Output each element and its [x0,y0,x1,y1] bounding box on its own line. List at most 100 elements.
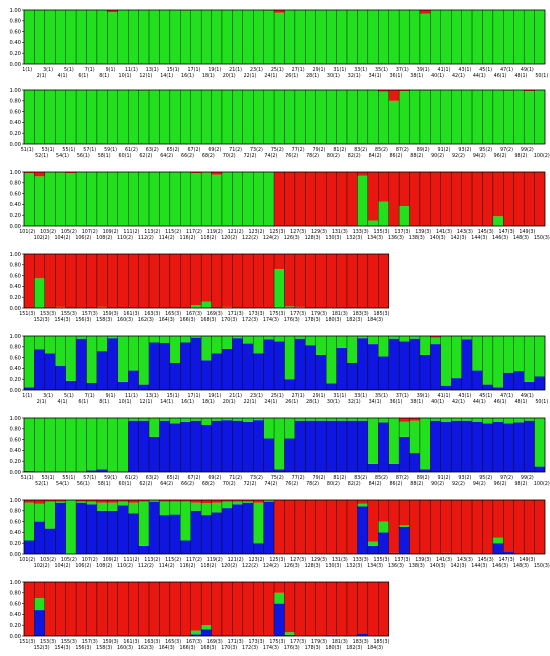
bar-segment [65,90,77,144]
x-tick-label: 47(1) [500,393,513,399]
x-tick-label: 62(2) [139,153,152,159]
y-tick-label: 1.00 [9,88,21,94]
bar-segment [201,360,212,390]
bar-segment [274,269,285,308]
panel-frame [23,171,546,227]
x-tick-label: 133(3) [353,557,369,563]
bar-segment [336,90,348,144]
bar-segment [76,582,87,636]
bar-segment [305,90,316,144]
bar-segment [336,254,348,308]
x-tick-label: 20(1) [223,73,236,79]
x-tick-label: 126(3) [284,563,300,569]
bar-segment [180,90,191,144]
bar-segment [253,336,264,354]
bar-segment [159,500,170,502]
y-tick-label: 0.40 [9,284,21,290]
x-tick-label: 50(1) [535,399,548,405]
bar-segment [472,10,483,64]
bar-segment [388,552,400,554]
x-tick-label: 150(3) [534,235,550,241]
bar-segment [34,254,45,279]
bar-segment [399,436,410,472]
bar-segment [399,341,410,390]
x-tick-label: 92(2) [452,481,465,487]
bar-segment [96,10,108,64]
bar-segment [482,90,493,144]
x-tick-label: 128(3) [305,235,321,241]
x-tick-label: 183(3) [353,639,369,645]
x-tick-label: 184(3) [367,645,383,651]
y-tick-label: 0.40 [9,40,21,46]
bar-segment [24,418,35,471]
bar-segment [524,418,535,421]
bar-segment [461,339,473,390]
bar-segment [180,10,191,64]
x-tick-label: 57(1) [83,475,96,481]
x-tick-label: 99(2) [521,147,534,153]
x-tick-label: 24(1) [264,399,277,405]
x-tick-label: 20(1) [223,399,236,405]
x-tick-label: 107(2) [82,557,98,563]
x-tick-label: 135(3) [374,557,390,563]
bar-segment [357,90,368,144]
x-tick-label: 57(1) [83,147,96,153]
bar-segment [180,336,191,343]
panel-4: 0.00 0.20 0.40 0.60 0.80 1.00 151(3)152(3)153(… [9,252,389,323]
bar-segment [211,336,222,354]
x-tick-label: 132(3) [346,235,362,241]
bar-segment [378,582,389,636]
x-tick-label: 37(1) [396,67,409,73]
x-tick-label: 86(2) [389,481,402,487]
x-tick-label: 124(2) [263,563,279,569]
bar-segment [294,90,306,144]
x-tick-label: 118(2) [200,235,216,241]
x-tick-label: 152(3) [34,645,50,651]
bar-segment [232,90,243,144]
bar-segment [336,336,348,348]
bar-segment [534,336,545,377]
bar-segment [472,336,483,371]
x-tick-label: 159(3) [103,639,119,645]
x-tick-label: 42(1) [452,73,465,79]
bar-segment [326,10,337,64]
bar-segment [190,337,202,390]
x-tick-label: 185(3) [374,639,390,645]
bar-segment [24,540,35,554]
bar-segment [492,172,504,217]
x-tick-label: 21(1) [229,67,242,73]
bar-segment [461,90,473,144]
bar-segment [86,418,97,471]
bar-segment [44,582,56,636]
bar-segment [65,172,77,174]
bar-segment [180,500,191,502]
bar-segment [347,336,358,363]
x-tick-label: 19(1) [208,67,221,73]
y-tick-label: 0.00 [9,388,21,394]
bar-segment [263,336,275,340]
bar-segment [96,510,108,554]
x-tick-label: 85(2) [375,475,388,481]
x-tick-label: 122(2) [242,235,258,241]
x-tick-label: 108(2) [96,563,112,569]
bar-segment [357,506,368,554]
y-tick-label: 1.00 [9,252,21,258]
x-tick-label: 55(1) [62,147,75,153]
x-tick-label: 27(1) [292,67,305,73]
x-tick-label: 136(3) [388,563,404,569]
bar-segment [274,341,285,390]
bar-segment [117,500,129,502]
bar-segment [76,418,87,472]
bar-segment [336,500,348,554]
x-tick-label: 81(2) [333,147,346,153]
x-tick-label: 98(2) [514,153,527,159]
panel-frame [23,417,546,473]
y-tick-label: 1.00 [9,498,21,504]
bar-segment [190,500,202,503]
x-tick-label: 22(1) [244,73,257,79]
bar-segment [117,10,129,64]
x-tick-label: 168(3) [200,317,216,323]
bar-segment [117,336,129,382]
bar-segment [409,338,420,390]
y-tick-label: 0.00 [9,62,21,68]
